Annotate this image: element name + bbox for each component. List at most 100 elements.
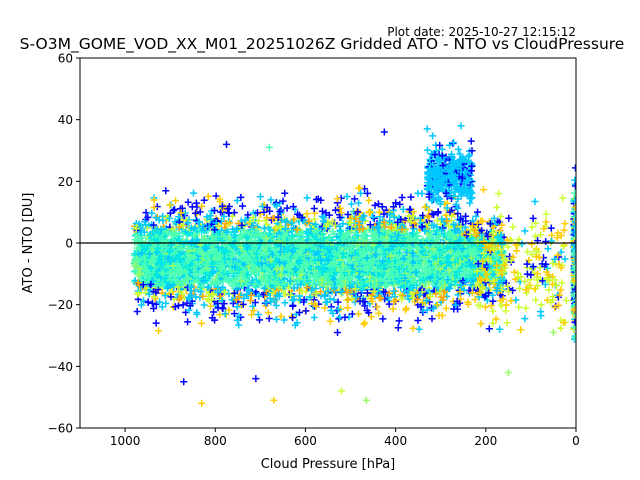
data-point	[291, 321, 299, 329]
data-point	[208, 277, 216, 285]
data-point	[233, 197, 241, 205]
data-point	[307, 266, 315, 274]
data-point	[288, 219, 296, 227]
data-point	[222, 219, 230, 227]
data-point	[345, 219, 353, 227]
data-point	[207, 302, 215, 310]
data-point	[248, 227, 256, 235]
data-point	[176, 237, 184, 245]
data-point	[235, 312, 243, 320]
data-point	[408, 212, 416, 220]
data-point	[374, 224, 382, 232]
data-point	[386, 211, 394, 219]
data-point	[169, 242, 177, 250]
data-point	[289, 314, 297, 322]
data-point	[409, 294, 417, 302]
data-point	[459, 245, 467, 253]
data-point	[158, 303, 166, 311]
data-point	[363, 307, 371, 315]
data-point	[310, 215, 318, 223]
data-point	[393, 253, 401, 261]
data-point	[220, 300, 228, 308]
data-point	[177, 209, 185, 217]
data-point	[289, 203, 297, 211]
data-point	[409, 276, 417, 284]
data-point	[325, 266, 333, 274]
data-point	[225, 306, 233, 314]
data-point	[428, 221, 436, 229]
data-point	[489, 297, 497, 305]
data-point	[452, 200, 460, 208]
data-point	[185, 306, 193, 314]
data-point	[411, 219, 419, 227]
data-point	[415, 325, 423, 333]
data-point	[311, 268, 319, 276]
data-point	[184, 294, 192, 302]
data-point	[457, 295, 465, 303]
data-point	[311, 220, 319, 228]
data-point	[190, 232, 198, 240]
data-point	[336, 204, 344, 212]
data-point	[259, 291, 267, 299]
data-point	[442, 211, 450, 219]
data-point	[263, 265, 271, 273]
data-point	[319, 268, 327, 276]
data-point	[221, 289, 229, 297]
data-point	[445, 222, 453, 230]
data-point	[262, 280, 270, 288]
data-point	[331, 221, 339, 229]
data-point	[154, 238, 162, 246]
data-point	[218, 245, 226, 253]
data-point	[431, 249, 439, 257]
data-point	[462, 212, 470, 220]
data-point	[209, 268, 217, 276]
data-point	[434, 209, 442, 217]
data-point	[314, 248, 322, 256]
data-point	[371, 230, 379, 238]
data-point	[257, 281, 265, 289]
data-point	[291, 255, 299, 263]
data-point	[146, 250, 154, 258]
data-point	[132, 225, 140, 233]
data-point	[400, 282, 408, 290]
data-point	[402, 304, 410, 312]
data-point	[233, 303, 241, 311]
data-point	[389, 305, 397, 313]
data-point	[281, 299, 289, 307]
data-point	[376, 276, 384, 284]
data-point	[305, 230, 313, 238]
data-point	[155, 327, 163, 335]
data-point	[407, 244, 415, 252]
data-point	[387, 238, 395, 246]
data-point	[396, 200, 404, 208]
data-point	[175, 296, 183, 304]
data-point	[324, 256, 332, 264]
data-point	[305, 271, 313, 279]
data-point	[423, 296, 431, 304]
data-point	[162, 187, 170, 195]
data-point	[210, 308, 218, 316]
data-point	[214, 288, 222, 296]
data-point	[204, 193, 212, 201]
data-point	[202, 252, 210, 260]
data-point	[306, 293, 314, 301]
data-point	[233, 280, 241, 288]
data-point	[141, 246, 149, 254]
data-point	[384, 258, 392, 266]
data-point	[182, 268, 190, 276]
data-point	[387, 252, 395, 260]
data-point	[243, 233, 251, 241]
data-point	[231, 244, 239, 252]
data-point	[335, 315, 343, 323]
data-point	[347, 200, 355, 208]
data-point	[416, 291, 424, 299]
data-point	[351, 233, 359, 241]
data-point	[328, 253, 336, 261]
data-point	[365, 196, 373, 204]
data-point	[302, 307, 310, 315]
data-point	[443, 253, 451, 261]
data-point	[448, 212, 456, 220]
data-point	[308, 243, 316, 251]
data-point	[171, 206, 179, 214]
data-point	[277, 223, 285, 231]
